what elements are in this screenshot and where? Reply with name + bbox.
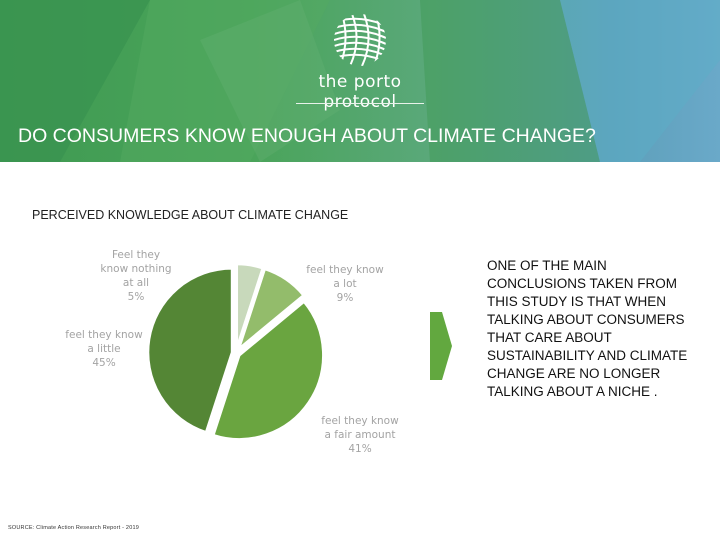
page-title: DO CONSUMERS KNOW ENOUGH ABOUT CLIMATE C… (18, 125, 596, 147)
header-background-pattern (0, 0, 720, 162)
conclusion-text: ONE OF THE MAIN CONCLUSIONS TAKEN FROM T… (487, 258, 688, 399)
logo-divider (296, 103, 424, 104)
chevron-right-icon (430, 312, 452, 380)
pie-slice (146, 267, 234, 434)
pie-slice (236, 267, 306, 353)
porto-protocol-logo-icon (334, 14, 386, 66)
pie-slice-label: feel they know a lot 9% (306, 264, 384, 304)
pie-slice (235, 262, 265, 349)
pie-slice-label: feel they know a fair amount 41% (321, 415, 399, 455)
source-note: SOURCE: Climate Action Research Report -… (8, 525, 139, 531)
chart-title: PERCEIVED KNOWLEDGE ABOUT CLIMATE CHANGE (32, 208, 349, 222)
header-banner: the porto protocol DO CONSUMERS KNOW ENO… (0, 0, 720, 162)
knowledge-pie-chart: Feel they know nothing at all 5% feel they k… (65, 249, 399, 455)
pie-slice-label: feel they know a little 45% (65, 329, 143, 369)
logo-wordmark: the porto protocol (318, 72, 402, 112)
pie-slice (211, 299, 325, 441)
pie-slice-label: Feel they know nothing at all 5% (100, 249, 171, 303)
